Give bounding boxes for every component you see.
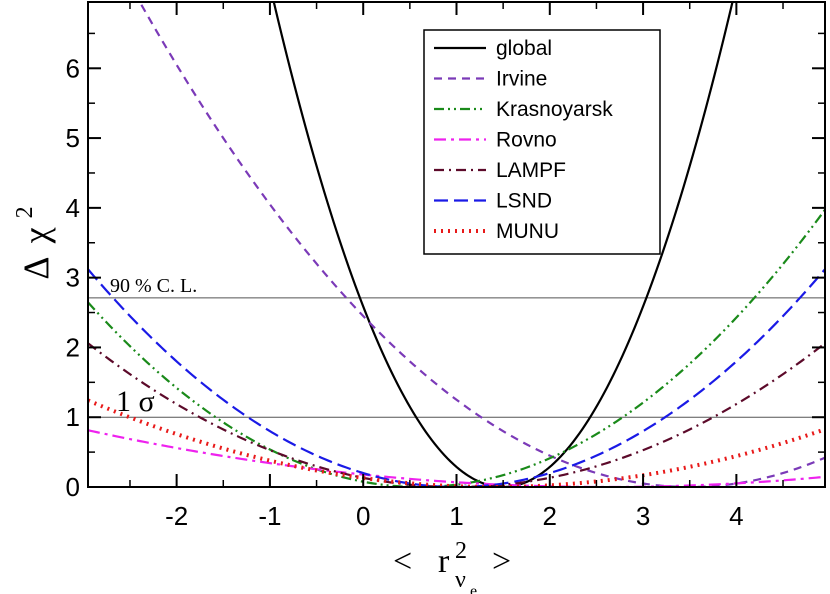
x-axis-label: < r 2 ν e > (393, 529, 511, 594)
legend-label-munu: MUNU (496, 220, 559, 243)
legend-label-lsnd: LSND (496, 190, 552, 213)
y-tick-label: 1 (66, 402, 80, 432)
cl90-label: 90 % C. L. (110, 275, 197, 297)
series-line-rovno (88, 429, 825, 487)
legend: global Irvine Krasnoyarsk Rovno LAMPF LSND MUN… (423, 29, 661, 255)
axis-ticks: -2 -1 0 1 2 3 4 0 1 2 3 4 5 6 (66, 2, 825, 531)
legend-label-rovno: Rovno (496, 129, 557, 152)
y-tick-label: 2 (66, 332, 80, 362)
y-tick-label: 5 (66, 123, 80, 153)
x-tick-label: -2 (165, 501, 188, 531)
y-axis-label: Δ χ 2 (12, 206, 56, 279)
series-line-lampf (88, 342, 825, 487)
reference-lines (88, 297, 825, 418)
reference-annotations: 90 % C. L. 1 σ (110, 275, 197, 418)
y-tick-label: 4 (66, 193, 80, 223)
legend-label-lampf: LAMPF (496, 159, 566, 182)
one-sigma-label: 1 σ (116, 385, 155, 418)
x-tick-label: 4 (729, 501, 743, 531)
svg-text:Δ χ 2: Δ χ 2 (12, 206, 56, 279)
series-line-lsnd (88, 268, 825, 487)
legend-label-krasnoyarsk: Krasnoyarsk (496, 98, 613, 121)
legend-box (423, 29, 661, 255)
series-line-krasnoyarsk (88, 209, 825, 487)
y-tick-label: 3 (66, 263, 80, 293)
y-tick-label: 6 (66, 53, 80, 83)
x-tick-label: 2 (543, 501, 557, 531)
x-tick-label: 3 (636, 501, 650, 531)
series-line-global (272, 2, 734, 487)
legend-label-irvine: Irvine (496, 68, 547, 91)
x-tick-label: -1 (258, 501, 281, 531)
x-tick-label: 0 (356, 501, 370, 531)
x-tick-label: 1 (449, 501, 463, 531)
legend-label-global: global (496, 37, 552, 60)
y-tick-label: 0 (66, 472, 80, 502)
